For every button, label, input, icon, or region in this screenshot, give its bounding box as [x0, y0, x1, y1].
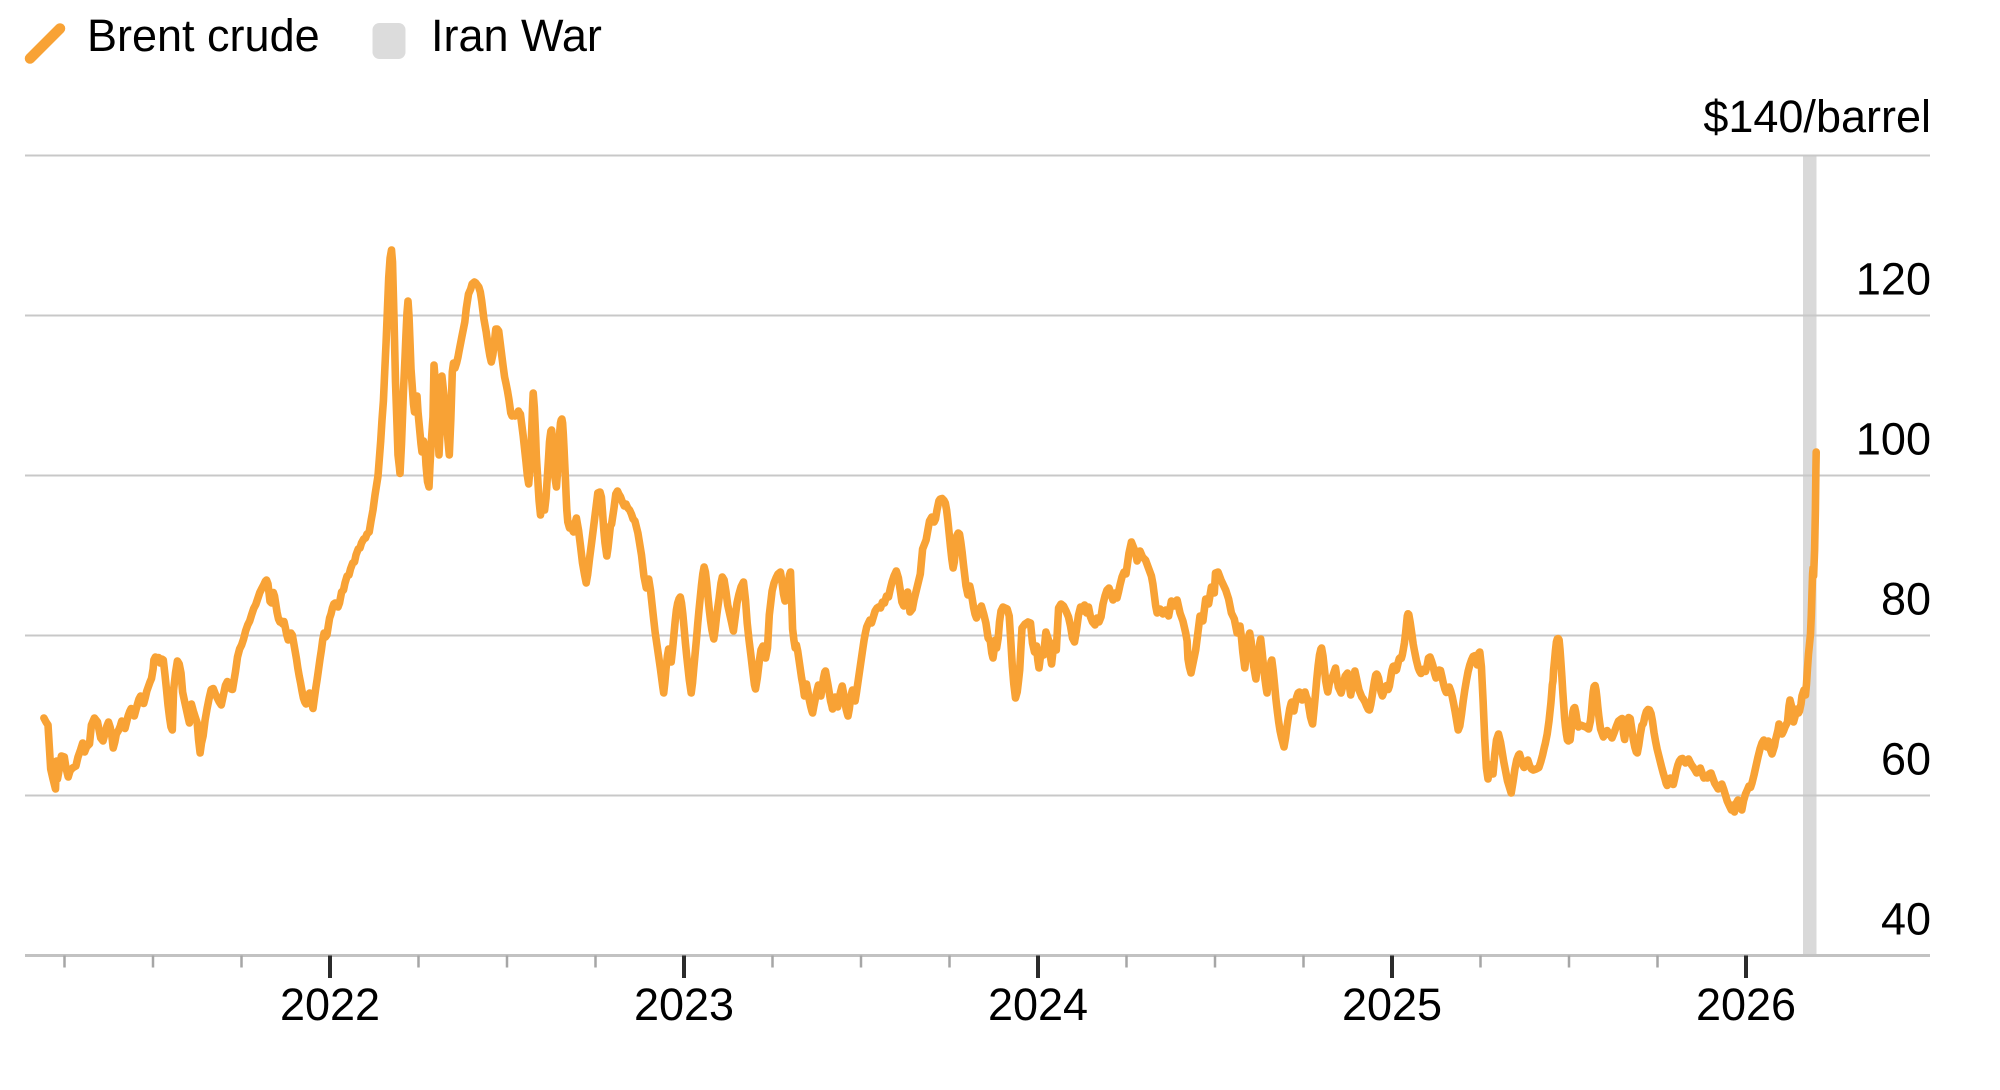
svg-text:2022: 2022 [280, 979, 380, 1030]
svg-text:100: 100 [1856, 414, 1931, 465]
svg-text:2023: 2023 [634, 979, 734, 1030]
svg-text:2025: 2025 [1342, 979, 1442, 1030]
svg-text:2024: 2024 [988, 979, 1088, 1030]
svg-text:60: 60 [1881, 734, 1931, 785]
svg-text:Brent crude: Brent crude [87, 10, 320, 61]
svg-text:$140/barrel: $140/barrel [1703, 91, 1931, 142]
svg-text:40: 40 [1881, 894, 1931, 945]
svg-text:120: 120 [1856, 254, 1931, 305]
svg-text:80: 80 [1881, 574, 1931, 625]
svg-text:Iran War: Iran War [431, 10, 602, 61]
svg-text:2026: 2026 [1696, 979, 1796, 1030]
